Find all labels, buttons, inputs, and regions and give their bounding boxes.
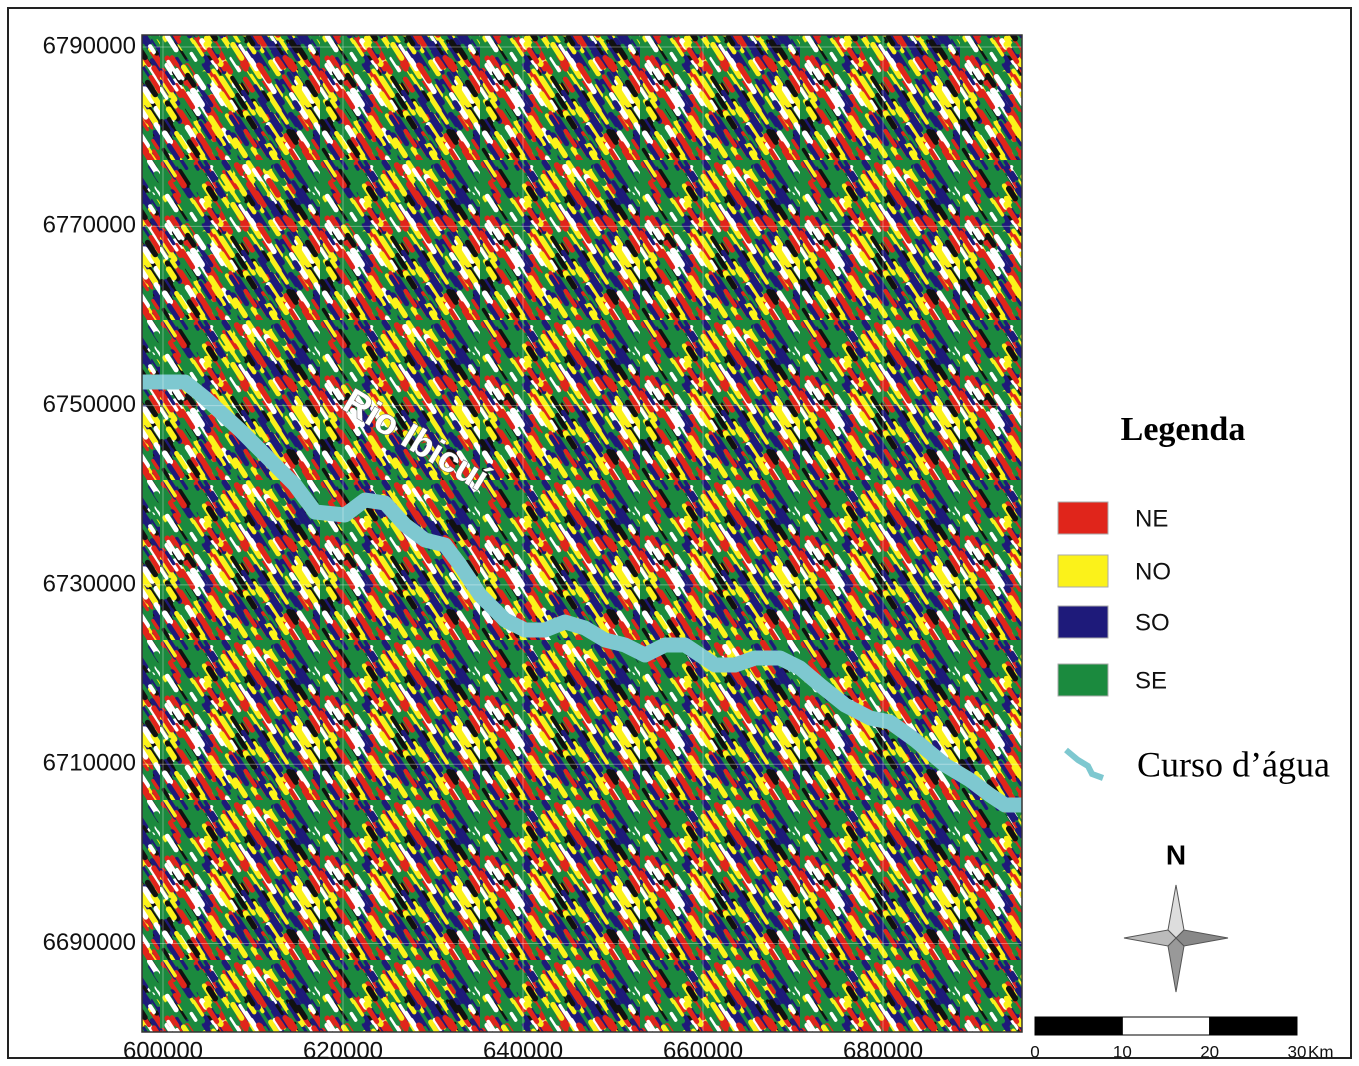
y-tick-label: 6790000: [43, 32, 136, 59]
legend-swatch: [1058, 555, 1108, 587]
legend-label: SE: [1135, 667, 1167, 694]
legend-title: Legenda: [1121, 411, 1246, 448]
legend: NE NO SO SE: [1058, 502, 1171, 696]
legend-label: NE: [1135, 505, 1168, 532]
river-legend-icon: [1066, 750, 1103, 778]
y-tick-label: 6750000: [43, 391, 136, 418]
x-tick-label: 600000: [123, 1037, 203, 1064]
y-tick-label: 6770000: [43, 212, 136, 239]
aspect-raster: [142, 35, 1030, 1032]
scale-label: 10: [1113, 1042, 1132, 1061]
map-figure: 600000 620000 640000 660000 680000 6790000 677…: [0, 0, 1359, 1066]
legend-swatch: [1058, 606, 1108, 638]
scale-label: 20: [1200, 1042, 1219, 1061]
north-arrow: [1124, 885, 1228, 992]
legend-swatch: [1058, 502, 1108, 534]
x-tick-label: 620000: [303, 1037, 383, 1064]
north-label: N: [1166, 839, 1186, 870]
scale-unit: Km: [1308, 1042, 1334, 1061]
legend-label: NO: [1135, 558, 1171, 585]
legend-swatch: [1058, 664, 1108, 696]
scale-label: 30: [1288, 1042, 1307, 1061]
y-tick-label: 6690000: [43, 929, 136, 956]
scale-segment: [1035, 1017, 1122, 1035]
raster: [142, 35, 1022, 1032]
scale-label: 0: [1030, 1042, 1039, 1061]
x-tick-label: 640000: [483, 1037, 563, 1064]
y-tick-label: 6730000: [43, 570, 136, 597]
x-tick-label: 660000: [663, 1037, 743, 1064]
scale-segment: [1122, 1017, 1209, 1035]
x-tick-label: 680000: [843, 1037, 923, 1064]
legend-label: Curso d’água: [1137, 744, 1330, 784]
legend-label: SO: [1135, 609, 1170, 636]
y-tick-label: 6710000: [43, 750, 136, 777]
scale-segment: [1210, 1017, 1297, 1035]
